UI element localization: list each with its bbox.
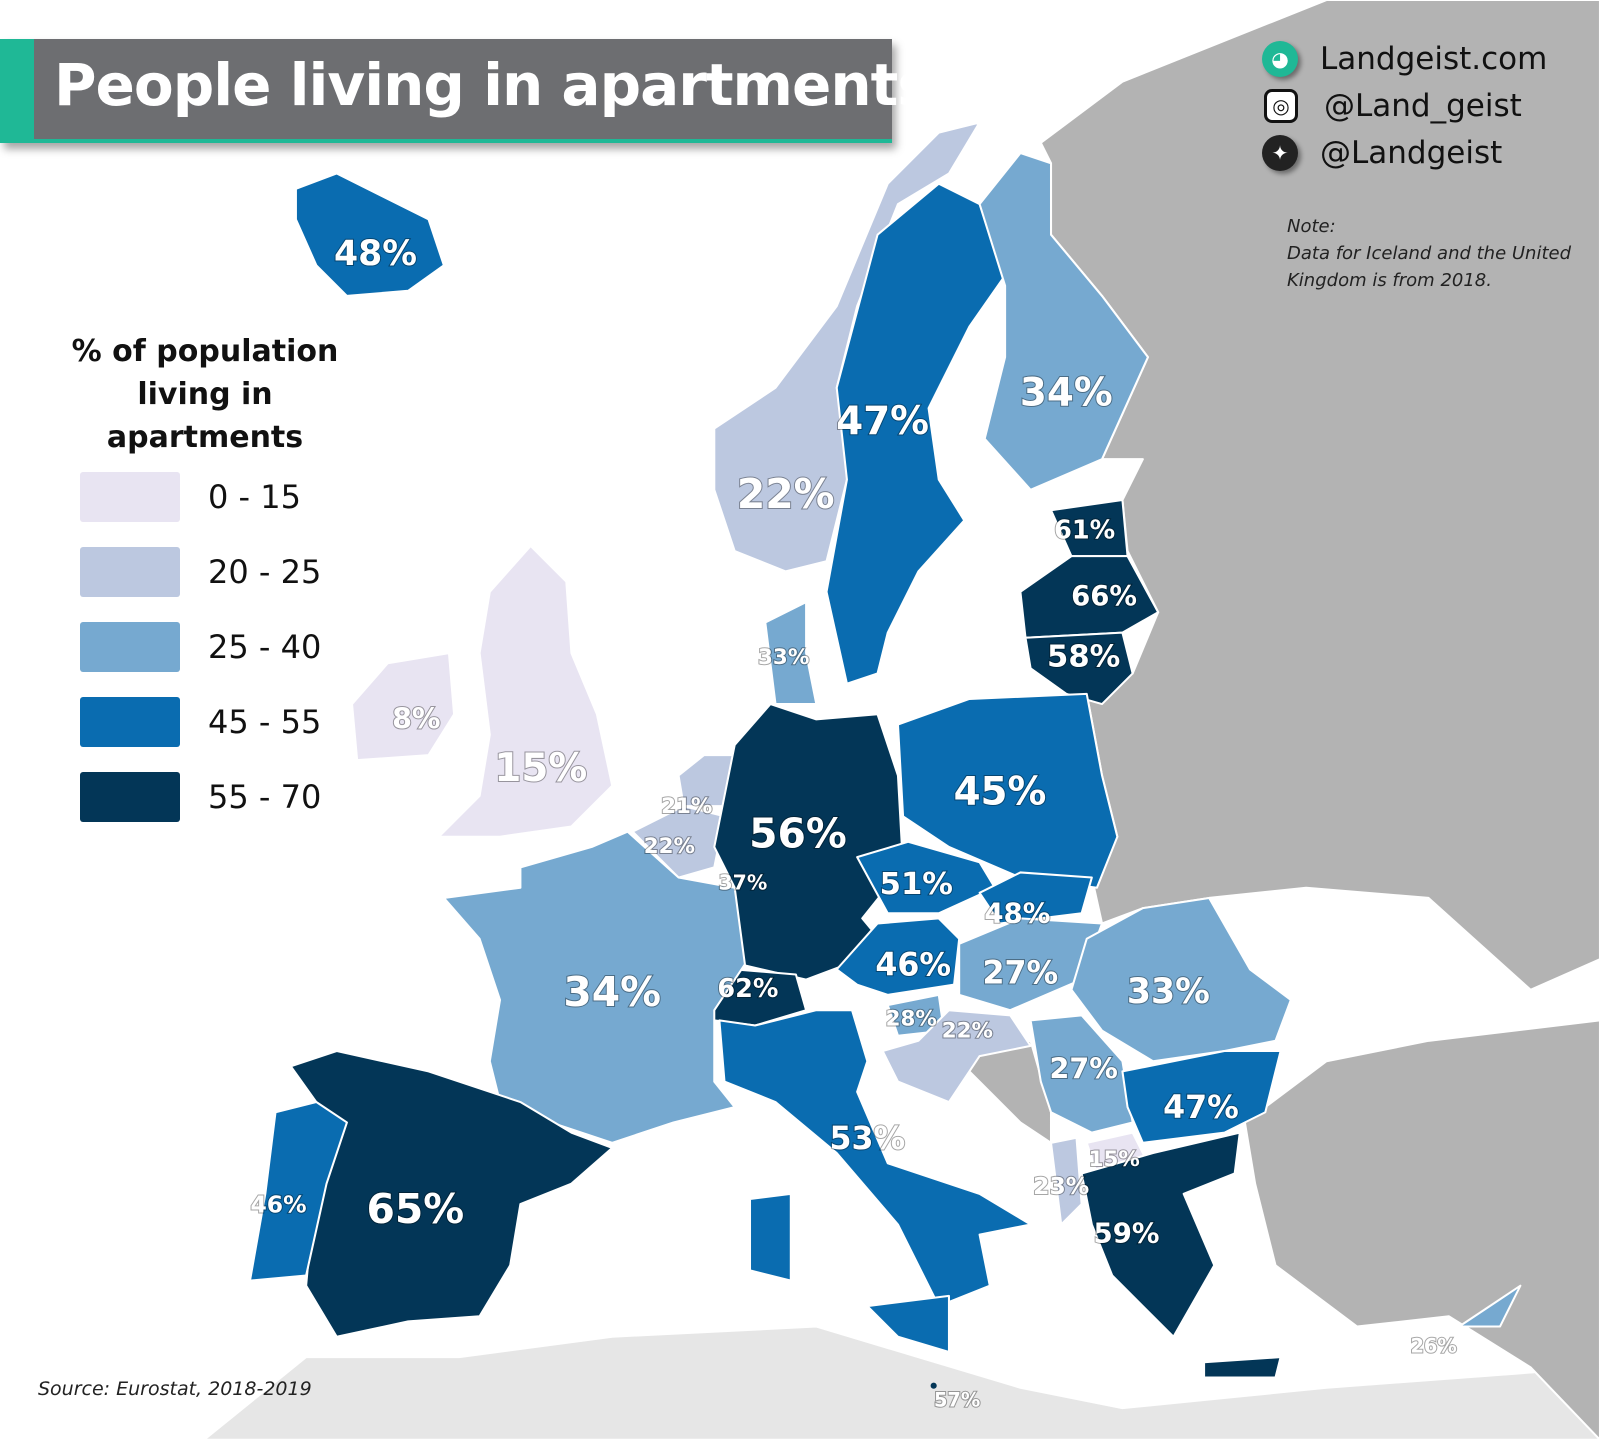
website-text: Landgeist.com xyxy=(1320,40,1548,77)
country-value-label: 22% xyxy=(644,834,695,859)
country-value-label: 33% xyxy=(1127,972,1210,1012)
country-value-label: 48% xyxy=(984,897,1050,929)
instagram-handle: @Land_geist xyxy=(1324,87,1522,124)
instagram-link[interactable]: ◎ @Land_geist xyxy=(1262,82,1547,129)
website-link[interactable]: ◕ Landgeist.com xyxy=(1262,35,1547,82)
country-ireland xyxy=(351,652,456,762)
country-value-label: 56% xyxy=(749,810,847,858)
country-italy xyxy=(718,1009,1032,1308)
country-finland xyxy=(978,152,1149,491)
page-title: People living in apartments xyxy=(54,51,932,119)
country-lithuania xyxy=(1024,631,1134,706)
country-value-label: 28% xyxy=(886,1006,937,1031)
instagram-icon: ◎ xyxy=(1264,88,1298,123)
country-value-label: 21% xyxy=(661,794,712,819)
legend-title: % of population living in apartments xyxy=(40,330,370,459)
country-value-label: 27% xyxy=(983,955,1059,991)
country-serbia xyxy=(1029,1014,1134,1134)
country-non-data-turkey xyxy=(1243,1019,1600,1440)
country-value-label: 8% xyxy=(392,701,441,735)
country-sardinia xyxy=(748,1192,792,1282)
country-value-label: 51% xyxy=(880,867,953,902)
country-sicily xyxy=(866,1294,950,1354)
title-accent-strip xyxy=(0,39,34,139)
country-portugal xyxy=(248,1101,348,1282)
legend-label: 0 - 15 xyxy=(208,477,301,516)
country-value-label: 59% xyxy=(1094,1218,1160,1250)
legend-label: 20 - 25 xyxy=(208,552,322,591)
country-value-label: 47% xyxy=(1163,1090,1239,1126)
legend-item: 55 - 70 xyxy=(80,759,370,834)
country-france xyxy=(442,830,746,1144)
country-value-label: 15% xyxy=(1089,1147,1140,1172)
legend-item: 0 - 15 xyxy=(80,459,370,534)
country-value-label: 53% xyxy=(829,1121,905,1157)
country-value-label: 48% xyxy=(334,234,417,274)
country-uk xyxy=(437,544,614,838)
country-value-label: 34% xyxy=(563,968,661,1016)
legend-swatch xyxy=(80,696,180,747)
country-poland xyxy=(896,692,1119,889)
legend-swatch xyxy=(80,546,180,597)
note-heading: Note: xyxy=(1287,216,1336,237)
social-links: ◕ Landgeist.com ◎ @Land_geist ✦ @Landgei… xyxy=(1262,35,1547,176)
country-value-label: 22% xyxy=(737,470,835,518)
country-value-label: 58% xyxy=(1047,640,1120,675)
country-romania xyxy=(1070,896,1292,1063)
source-credit: Source: Eurostat, 2018-2019 xyxy=(38,1378,312,1400)
twitter-link[interactable]: ✦ @Landgeist xyxy=(1262,129,1547,176)
legend-item: 45 - 55 xyxy=(80,684,370,759)
country-value-label: 45% xyxy=(954,769,1047,814)
country-value-label: 23% xyxy=(1033,1172,1089,1200)
country-value-label: 37% xyxy=(718,871,767,895)
legend: % of population living in apartments 0 -… xyxy=(40,330,370,834)
note: Note: Data for Iceland and the United Ki… xyxy=(1287,213,1571,294)
country-austria xyxy=(835,917,961,996)
country-slovakia xyxy=(978,871,1093,925)
country-albania xyxy=(1049,1136,1083,1226)
globe-icon: ◕ xyxy=(1262,40,1298,77)
legend-title-line1: % of population xyxy=(71,334,339,369)
legend-label: 45 - 55 xyxy=(208,702,322,741)
note-line1: Data for Iceland and the United xyxy=(1287,243,1572,264)
country-outside-land xyxy=(203,1325,1600,1440)
country-malta xyxy=(930,1382,937,1389)
country-value-label: 62% xyxy=(717,974,778,1004)
country-denmark xyxy=(764,601,818,706)
country-sweden xyxy=(825,182,1007,685)
country-value-label: 57% xyxy=(934,1389,980,1412)
country-value-label: 66% xyxy=(1071,580,1137,612)
country-value-label: 46% xyxy=(875,947,951,983)
country-croatia xyxy=(881,1009,1032,1104)
twitter-handle: @Landgeist xyxy=(1320,134,1503,171)
legend-label: 25 - 40 xyxy=(208,627,322,666)
twitter-icon: ✦ xyxy=(1262,134,1298,171)
country-value-label: 26% xyxy=(1410,1334,1456,1357)
country-value-label: 61% xyxy=(1054,516,1115,546)
country-value-label: 46% xyxy=(250,1191,306,1219)
legend-swatch xyxy=(80,621,180,672)
title-banner: People living in apartments xyxy=(0,39,932,143)
legend-item: 25 - 40 xyxy=(80,609,370,684)
country-value-label: 15% xyxy=(494,746,587,791)
country-value-label: 33% xyxy=(758,645,809,670)
country-bulgaria xyxy=(1121,1049,1282,1144)
legend-swatch xyxy=(80,471,180,522)
legend-item: 20 - 25 xyxy=(80,534,370,609)
legend-title-line2: living in apartments xyxy=(106,377,304,455)
legend-swatch xyxy=(80,771,180,822)
country-greece xyxy=(1080,1131,1241,1338)
country-value-label: 65% xyxy=(366,1185,464,1233)
country-value-label: 27% xyxy=(1049,1051,1117,1085)
note-line2: Kingdom is from 2018. xyxy=(1287,270,1492,291)
country-value-label: 22% xyxy=(942,1019,993,1044)
country-value-label: 34% xyxy=(1020,370,1113,415)
legend-label: 55 - 70 xyxy=(208,777,322,816)
country-crete xyxy=(1203,1356,1282,1379)
country-iceland xyxy=(294,172,445,297)
country-value-label: 47% xyxy=(836,399,929,444)
country-cyprus xyxy=(1458,1284,1522,1328)
